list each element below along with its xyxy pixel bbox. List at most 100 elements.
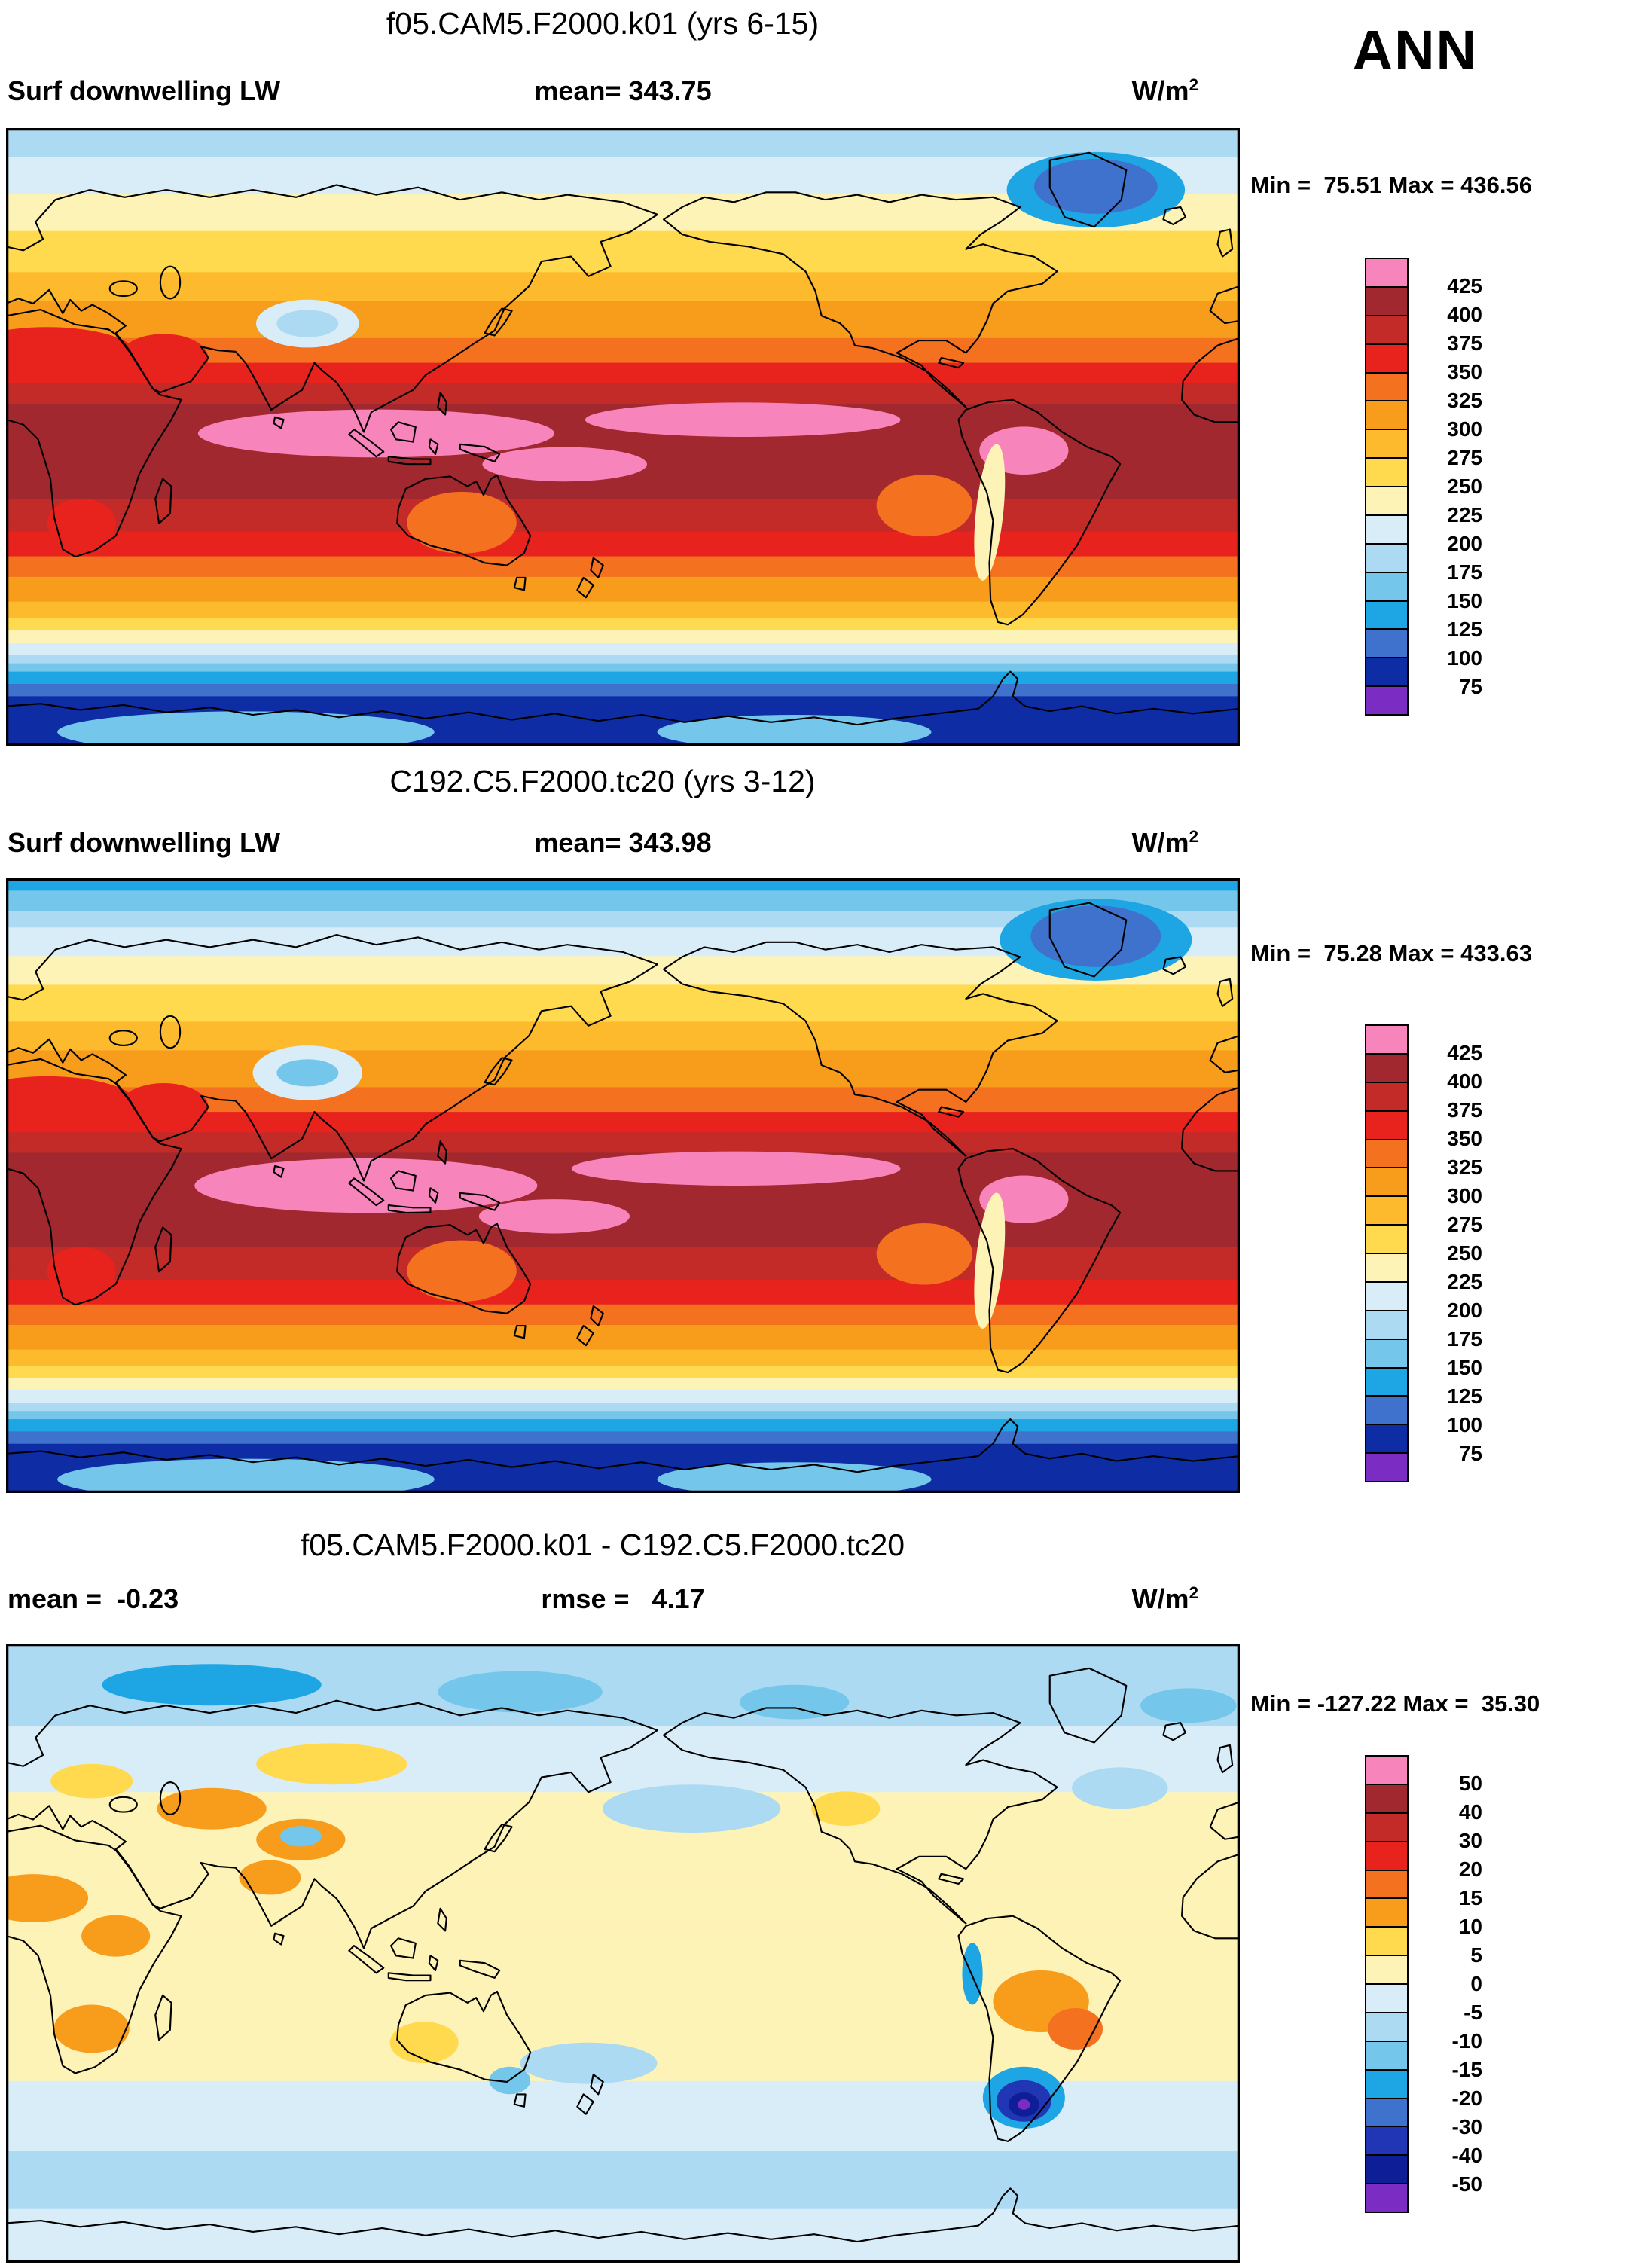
colorbar-tick-label: 275	[1447, 1213, 1482, 1236]
colorbar-cell	[1366, 1026, 1407, 1053]
colorbar-cell	[1366, 400, 1407, 429]
colorbar-cell	[1366, 2068, 1407, 2098]
colorbar-cell	[1366, 1195, 1407, 1225]
colorbar-tick-label: -40	[1451, 2144, 1482, 2167]
colorbar-cell	[1366, 457, 1407, 486]
colorbar-cell	[1366, 685, 1407, 714]
colorbar-tick-label: -30	[1451, 2115, 1482, 2138]
units-exponent: 2	[1189, 75, 1198, 94]
colorbar-tick-label: 300	[1447, 1184, 1482, 1207]
map-frame	[6, 878, 1240, 1493]
colorbar-cell	[1366, 2097, 1407, 2126]
colorbar-tick-label: 400	[1447, 303, 1482, 326]
colorbar-cell	[1366, 1955, 1407, 1983]
colorbar-tick-label: 75	[1458, 1442, 1482, 1465]
map-model2	[6, 878, 1240, 1493]
panel1-mean-label: mean= 343.75	[534, 75, 712, 106]
colorbar-tick-label: 225	[1447, 503, 1482, 527]
colorbar-cell	[1366, 1783, 1407, 1812]
colorbar-cell	[1366, 1983, 1407, 2012]
panel3-header: mean = -0.23 rmse = 4.17 W/m2	[6, 1583, 1240, 1616]
colorbar-tick-label: 150	[1447, 589, 1482, 612]
colorbar-cell	[1366, 1138, 1407, 1168]
colorbar-cell	[1366, 259, 1407, 286]
panel2-colorbar: 425 400 375 350 325 300 275 250 225 200 175 150 125 1…	[1365, 1024, 1482, 1482]
season-label: ANN	[1352, 19, 1478, 81]
colorbar-cell	[1366, 628, 1407, 658]
colorbar-cell	[1366, 514, 1407, 543]
colorbar-cell	[1366, 571, 1407, 600]
colorbar-tick-label: 325	[1447, 1155, 1482, 1179]
colorbar-cell	[1366, 657, 1407, 686]
colorbar-tick-label: -5	[1464, 2001, 1482, 2024]
colorbar-cell	[1366, 1110, 1407, 1139]
colorbar-cell	[1366, 1897, 1407, 1927]
colorbar-cell	[1366, 486, 1407, 514]
colorbar-cell	[1366, 2154, 1407, 2184]
colorbar-tick-label: 15	[1458, 1886, 1482, 1909]
panel3-colorbar: 50 40 30 20 15 10 5 0 -5 -10 -15 -20 -30 -40 -50	[1365, 1755, 1482, 2213]
colorbar-cell	[1366, 1052, 1407, 1082]
colorbar-cell	[1366, 429, 1407, 458]
colorbar-cell	[1366, 1452, 1407, 1481]
colorbar-cell	[1366, 1926, 1407, 1955]
map-frame	[6, 1644, 1240, 2263]
colorbar-tick-label: 0	[1470, 1972, 1482, 1995]
panel2-units-label: W/m2	[1132, 827, 1198, 859]
map-model1	[6, 128, 1240, 746]
units-base: W/m	[1131, 75, 1189, 106]
colorbar-tick-label: 175	[1447, 560, 1482, 584]
colorbar-cell	[1366, 1253, 1407, 1281]
colorbar-cell	[1366, 343, 1407, 372]
colorbar-tick-label: 400	[1447, 1070, 1482, 1093]
panel1-variable-label: Surf downwelling LW	[8, 75, 280, 106]
colorbar-labels: 50 40 30 20 15 10 5 0 -5 -10 -15 -20 -30 -40 -50	[1419, 1755, 1482, 2213]
colorbar-tick-label: 325	[1447, 389, 1482, 412]
colorbar-tick-label: -20	[1451, 2086, 1482, 2110]
panel2-mean-label: mean= 343.98	[534, 827, 712, 858]
colorbar-tick-label: -10	[1451, 2029, 1482, 2053]
colorbar-cell	[1366, 1309, 1407, 1339]
colorbar-cells	[1365, 1024, 1409, 1482]
colorbar-cell	[1366, 1338, 1407, 1367]
colorbar-cell	[1366, 2183, 1407, 2212]
colorbar-cell	[1366, 1424, 1407, 1453]
colorbar-tick-label: 200	[1447, 532, 1482, 555]
colorbar-cell	[1366, 1757, 1407, 1784]
colorbar-tick-label: 100	[1447, 646, 1482, 670]
panel2-minmax: Min = 75.28 Max = 433.63	[1250, 940, 1532, 966]
contour-bands	[6, 1644, 1240, 2263]
colorbar-tick-label: 275	[1447, 446, 1482, 469]
colorbar-tick-label: 375	[1447, 1098, 1482, 1122]
units-exponent: 2	[1189, 827, 1198, 846]
colorbar-cells	[1365, 258, 1409, 716]
colorbar-cell	[1366, 1281, 1407, 1310]
colorbar-cell	[1366, 1167, 1407, 1196]
colorbar-cell	[1366, 371, 1407, 401]
panel1-colorbar: 425 400 375 350 325 300 275 250 225 200 175 150 125 1…	[1365, 258, 1482, 716]
panel3-units-label: W/m2	[1132, 1583, 1198, 1615]
colorbar-tick-label: -50	[1451, 2172, 1482, 2196]
colorbar-cell	[1366, 285, 1407, 315]
contour-features	[6, 899, 1192, 1493]
colorbar-tick-label: 350	[1447, 1127, 1482, 1150]
colorbar-labels: 425 400 375 350 325 300 275 250 225 200 175 150 125 1…	[1419, 258, 1482, 716]
contour-bands	[6, 128, 1240, 746]
colorbar-tick-label: 150	[1447, 1356, 1482, 1379]
colorbar-cell	[1366, 1081, 1407, 1110]
colorbar-tick-label: 40	[1458, 1800, 1482, 1824]
colorbar-tick-label: 200	[1447, 1299, 1482, 1322]
colorbar-cell	[1366, 542, 1407, 572]
panel3-minmax: Min = -127.22 Max = 35.30	[1250, 1690, 1540, 1717]
colorbar-cells	[1365, 1755, 1409, 2213]
colorbar-tick-label: 10	[1458, 1915, 1482, 1938]
contour-features	[6, 1664, 1237, 2129]
colorbar-tick-label: 50	[1458, 1772, 1482, 1795]
colorbar-tick-label: 300	[1447, 417, 1482, 441]
panel1-units-label: W/m2	[1132, 75, 1198, 107]
colorbar-tick-label: 30	[1458, 1829, 1482, 1852]
colorbar-cell	[1366, 1395, 1407, 1424]
colorbar-tick-label: -15	[1451, 2058, 1482, 2081]
units-base: W/m	[1131, 1583, 1189, 1614]
panel2-title: C192.C5.F2000.tc20 (yrs 3-12)	[389, 764, 816, 798]
